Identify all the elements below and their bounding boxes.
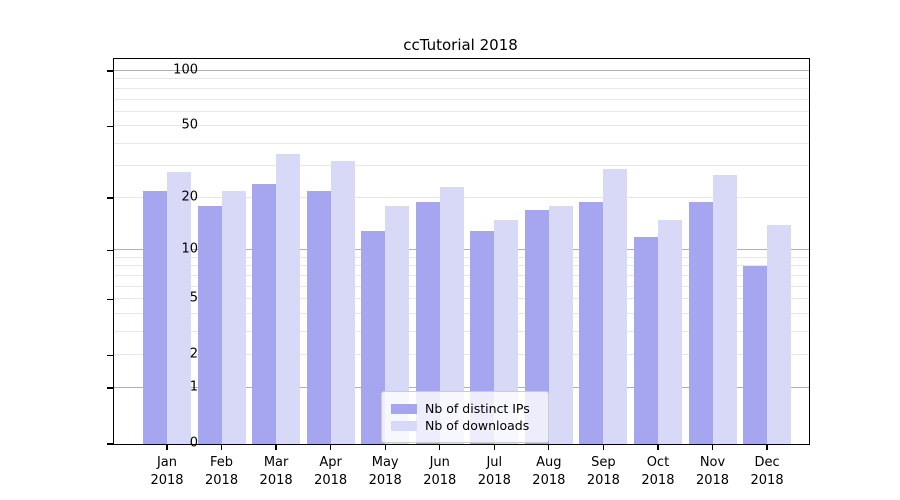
bar-distinct-ips-sep <box>579 201 604 444</box>
x-axis-tick-label: Sep 2018 <box>586 455 620 488</box>
bar-downloads-mar <box>276 154 301 444</box>
x-axis-tick-label: Oct 2018 <box>641 455 675 488</box>
legend-item-distinct-ips: Nb of distinct IPs <box>391 401 538 416</box>
y-gridline-major <box>114 70 809 71</box>
bar-downloads-nov <box>712 174 737 444</box>
y-gridline-minor <box>114 142 809 144</box>
x-axis-tick-label: Aug 2018 <box>532 455 566 488</box>
legend-item-downloads: Nb of downloads <box>391 418 538 433</box>
y-axis-tick-label: 0 <box>189 435 198 451</box>
x-axis-tick-label: Nov 2018 <box>695 455 730 488</box>
bar-distinct-ips-oct <box>633 236 658 444</box>
bar-downloads-aug <box>548 206 573 444</box>
y-gridline-minor <box>114 98 809 100</box>
y-gridline-minor <box>114 110 809 112</box>
x-axis-tick-label: Jul 2018 <box>477 455 511 488</box>
bar-downloads-feb <box>221 190 246 444</box>
bar-distinct-ips-mar <box>252 183 277 444</box>
bar-downloads-sep <box>603 169 628 444</box>
y-tick-mark <box>107 387 113 389</box>
x-tick-mark <box>711 444 714 450</box>
bar-distinct-ips-jan <box>143 190 167 444</box>
x-axis-tick-label: Jan 2018 <box>150 455 184 488</box>
plot-area: Jan 2018 Feb 2018 Mar 2018 Apr 2018 May 2018… <box>107 58 810 488</box>
x-axis-tick-label: Feb 2018 <box>205 455 239 488</box>
y-tick-mark <box>107 249 113 251</box>
bar-downloads-dec <box>767 225 792 444</box>
legend-swatch-distinct-ips <box>391 403 417 414</box>
y-gridline-minor <box>114 78 809 80</box>
x-tick-mark <box>766 444 768 450</box>
y-gridline-minor <box>114 165 809 167</box>
x-axis-tick-label: Dec 2018 <box>750 455 784 488</box>
bar-distinct-ips-feb <box>197 206 222 444</box>
x-axis-tick-label: Apr 2018 <box>314 455 348 488</box>
x-tick-mark <box>602 444 605 450</box>
y-axis-tick-label: 20 <box>181 189 198 205</box>
y-tick-mark <box>107 298 113 300</box>
legend-label-distinct-ips: Nb of distinct IPs <box>425 401 530 416</box>
x-axis-tick-label: Jun 2018 <box>423 455 457 488</box>
y-axis-tick-label: 100 <box>173 62 198 78</box>
y-tick-mark <box>107 70 113 72</box>
y-tick-mark <box>107 354 113 356</box>
x-tick-mark <box>548 444 550 450</box>
x-tick-mark <box>275 444 277 450</box>
y-tick-mark <box>107 197 113 199</box>
y-tick-mark <box>107 443 113 445</box>
y-axis-tick-label: 50 <box>181 117 198 133</box>
y-gridline-minor <box>114 125 809 127</box>
x-tick-mark <box>657 444 659 450</box>
x-tick-mark <box>166 444 168 450</box>
bar-distinct-ips-apr <box>306 190 331 444</box>
bar-distinct-ips-dec <box>743 266 768 444</box>
bar-distinct-ips-nov <box>688 201 713 444</box>
y-tick-mark <box>107 125 113 127</box>
x-tick-mark <box>439 444 441 450</box>
y-axis-tick-label: 10 <box>181 241 198 257</box>
x-tick-mark <box>493 444 495 450</box>
bar-downloads-jan <box>167 171 191 444</box>
y-axis-tick-label: 1 <box>189 379 198 395</box>
y-axis-tick-label: 5 <box>189 290 198 306</box>
y-gridline-minor <box>114 87 809 89</box>
x-tick-mark <box>384 444 386 450</box>
legend-label-downloads: Nb of downloads <box>425 418 530 433</box>
x-axis-tick-label: Mar 2018 <box>259 455 293 488</box>
bar-downloads-oct <box>657 219 682 444</box>
x-tick-mark <box>330 444 332 450</box>
y-axis-tick-label: 2 <box>189 346 198 362</box>
legend-swatch-downloads <box>391 420 417 431</box>
chart-title: ccTutorial 2018 <box>403 36 518 54</box>
x-axis-tick-label: May 2018 <box>368 455 402 488</box>
legend: Nb of distinct IPs Nb of downloads <box>381 391 549 443</box>
x-tick-mark <box>220 444 223 450</box>
bar-downloads-apr <box>330 161 355 444</box>
